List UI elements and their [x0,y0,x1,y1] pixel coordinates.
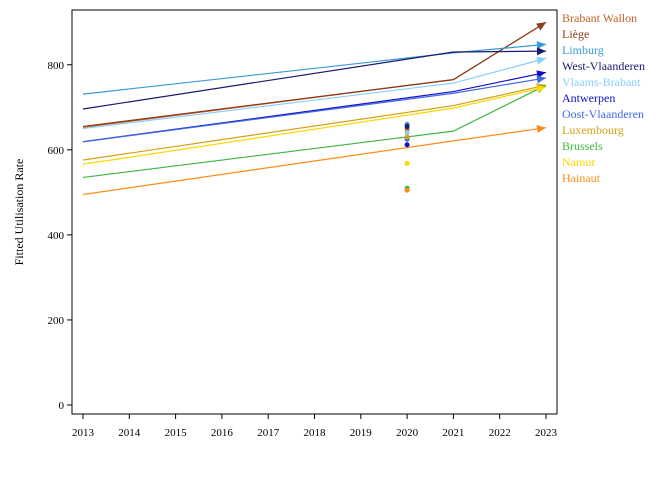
legend-entry: Antwerpen [562,91,615,105]
y-tick-label: 400 [48,230,65,242]
data-point [404,123,410,129]
legend-entry: Brabant Wallon [562,11,637,25]
series-line [82,57,547,130]
y-axis-title: Fitted Utilisation Rate [12,159,26,266]
legend-entry: Namur [562,155,595,169]
y-axis: 0 200 400 600 800 [48,60,72,412]
series-line [82,84,547,161]
legend-entry: Vlaams-Brabant [562,75,641,89]
series-lines [82,21,547,196]
legend-entry: Liège [562,27,589,41]
series-line [82,50,547,110]
y-tick-label: 600 [48,145,65,157]
y-tick-label: 200 [48,315,65,327]
x-tick-label: 2022 [489,427,511,439]
series-arrowhead [536,47,546,56]
x-tick-label: 2018 [304,427,327,439]
x-tick-label: 2016 [211,427,234,439]
series-arrowhead [536,22,546,31]
series-arrowhead [536,56,546,65]
plot-border [71,9,558,415]
y-tick-label: 0 [59,400,65,412]
legend: Brabant Wallon Liège Limburg West-Vlaandere… [562,11,645,185]
series-line [82,84,547,179]
series-arrowhead [536,41,546,50]
series-arrowhead [536,75,546,84]
series-line [82,21,547,128]
legend-entry: Brussels [562,139,603,153]
data-point [404,130,410,136]
series-arrowhead [536,125,546,133]
data-point [404,160,410,166]
legend-entry: Limburg [562,43,604,57]
data-point [404,187,410,193]
x-tick-label: 2013 [72,427,95,439]
legend-entry: West-Vlaanderen [562,59,645,73]
series-line [82,43,547,95]
x-tick-label: 2019 [350,427,373,439]
series-arrowhead [536,84,546,93]
y-tick-label: 800 [48,60,65,72]
series-line [82,71,547,143]
x-tick-label: 2023 [535,427,558,439]
x-tick-label: 2014 [118,427,141,439]
legend-entry: Hainaut [562,171,601,185]
x-tick-label: 2021 [442,427,464,439]
data-point [404,142,410,148]
series-line [82,127,547,196]
legend-entry: Oost-Vlaanderen [562,107,644,121]
series-line [82,77,547,143]
plot-area [71,9,558,415]
legend-entry: Luxembourg [562,123,624,137]
observed-points [404,121,410,193]
x-tick-label: 2015 [165,427,188,439]
x-axis: 2013 2014 2015 2016 2017 2018 2019 2020 2021 2022… [72,414,558,439]
series-line [82,86,547,165]
x-tick-label: 2020 [396,427,419,439]
x-tick-label: 2017 [257,427,280,439]
data-point [404,134,410,140]
